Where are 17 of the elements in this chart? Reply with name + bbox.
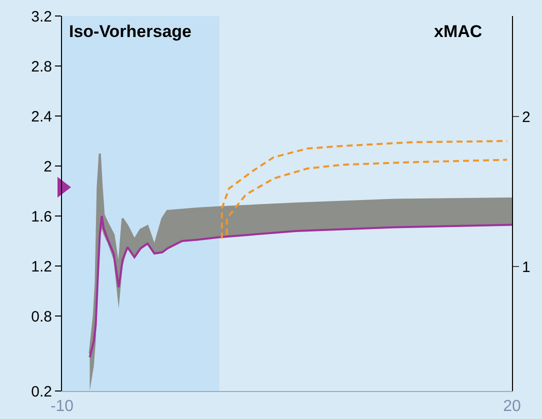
y2-tick-label: 1 (522, 258, 530, 276)
y2-tick-label: 2 (522, 108, 530, 126)
line-series (226, 158, 508, 236)
y-tick-label: 3.2 (31, 8, 52, 26)
y-tick-label: 2.4 (31, 108, 52, 126)
y-tick-label: 2.8 (31, 58, 52, 76)
y-tick-label: 0.2 (31, 383, 52, 400)
annotation: Iso-Vorhersage (69, 22, 192, 41)
y-tick-label: 1.2 (31, 258, 52, 276)
line-series (220, 140, 508, 240)
x-tick-label: 20 (503, 398, 521, 416)
y-tick-label: 2 (44, 158, 52, 176)
y-tick-label: 0.8 (31, 308, 52, 326)
y-tick-label: 1.6 (31, 208, 52, 226)
annotation: xMAC (434, 22, 482, 41)
x-tick-label: -10 (50, 398, 74, 416)
line-series (88, 215, 512, 358)
